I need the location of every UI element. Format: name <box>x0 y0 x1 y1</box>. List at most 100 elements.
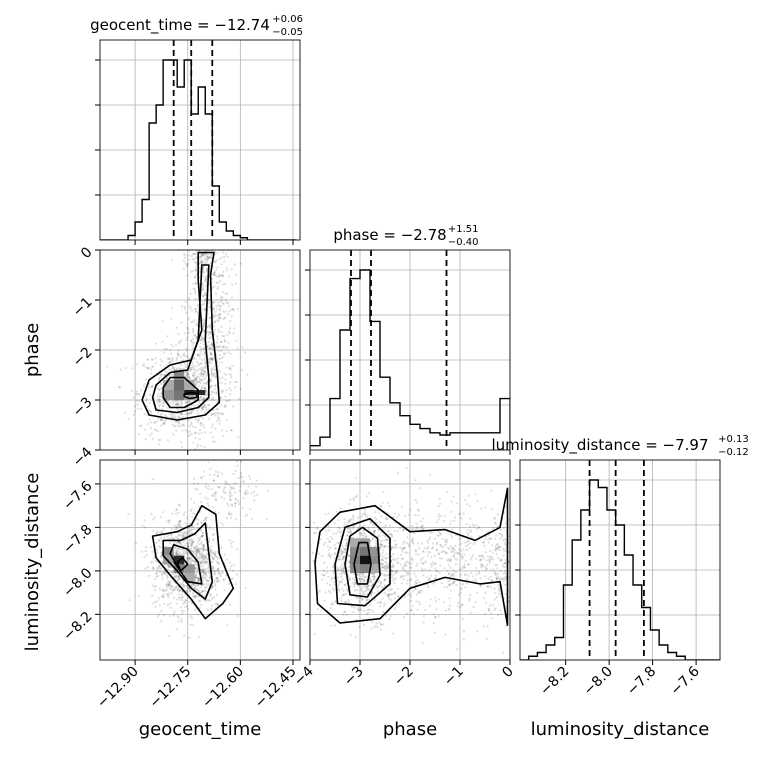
sample-point <box>241 507 244 510</box>
sample-point <box>377 528 380 532</box>
sample-point <box>342 613 345 616</box>
density-cell <box>163 546 174 556</box>
sample-point <box>223 553 226 556</box>
sample-point <box>377 601 380 604</box>
sample-point <box>190 498 193 501</box>
sample-point <box>217 416 220 419</box>
sample-point <box>375 624 378 628</box>
sample-point <box>168 368 171 371</box>
sample-point <box>456 648 459 651</box>
sample-point <box>176 408 179 411</box>
density-cell <box>370 564 380 574</box>
sample-point <box>200 535 203 539</box>
sample-point <box>200 408 203 411</box>
sample-point <box>407 593 410 596</box>
sample-point <box>177 349 180 352</box>
sample-point <box>191 258 194 261</box>
sample-point <box>207 242 209 244</box>
sample-point <box>196 567 199 570</box>
sample-point <box>214 328 217 331</box>
sample-point <box>222 251 225 254</box>
sample-point <box>396 471 400 475</box>
sample-point <box>214 243 216 245</box>
sample-point <box>498 532 501 535</box>
sample-point <box>379 505 382 508</box>
sample-point <box>157 393 160 396</box>
sample-point <box>435 549 438 552</box>
sample-point <box>209 548 212 551</box>
sample-point <box>202 295 205 298</box>
sample-point <box>362 578 365 581</box>
sample-point <box>428 577 431 580</box>
sample-point <box>415 593 418 596</box>
sample-point <box>187 560 190 563</box>
sample-point <box>204 284 207 287</box>
sample-point <box>210 604 214 607</box>
sample-point <box>200 387 203 390</box>
sample-point <box>338 568 341 571</box>
sample-point <box>454 544 457 547</box>
sample-point <box>192 242 194 244</box>
sample-point <box>417 542 420 545</box>
sample-point <box>523 595 525 597</box>
sample-point <box>220 389 223 392</box>
x-tick-label: −7.6 <box>668 663 703 698</box>
sample-point <box>229 393 232 396</box>
sample-point <box>192 337 195 340</box>
sample-point <box>211 597 214 600</box>
sample-point <box>372 575 375 578</box>
sample-point <box>390 565 393 569</box>
sample-point <box>146 554 149 557</box>
sample-point <box>339 558 342 561</box>
sample-point <box>324 591 327 594</box>
sample-point <box>364 513 367 516</box>
sample-point <box>191 374 195 377</box>
sample-point <box>391 579 394 582</box>
sample-point <box>349 527 352 530</box>
sample-point <box>183 332 186 335</box>
sample-point <box>190 255 193 258</box>
sample-point <box>130 389 133 392</box>
sample-point <box>160 609 163 613</box>
panel-luminosity-distance-vs-geocent-time: −12.90 −12.75 −12.60 −12.45−8.2−8.0−7.8−7.6 <box>60 459 301 711</box>
sample-point <box>409 566 412 569</box>
sample-point <box>235 518 238 521</box>
sample-point <box>189 339 192 342</box>
sample-point <box>176 547 180 550</box>
sample-point <box>199 561 202 564</box>
sample-point <box>457 551 460 555</box>
contour-line <box>314 487 509 627</box>
sample-point <box>240 460 243 463</box>
sample-point <box>396 562 399 565</box>
sample-point <box>459 553 462 556</box>
sample-point <box>213 391 216 394</box>
sample-point <box>197 526 200 530</box>
sample-point <box>188 530 191 533</box>
sample-point <box>185 411 189 414</box>
sample-point <box>495 577 499 581</box>
sample-point <box>369 580 372 583</box>
sample-point <box>383 565 386 568</box>
sample-point <box>306 581 308 583</box>
sample-point <box>222 290 225 294</box>
sample-point <box>186 430 189 433</box>
sample-point <box>186 545 189 548</box>
sample-point <box>177 533 180 537</box>
sample-point <box>448 579 451 582</box>
sample-point <box>368 608 371 611</box>
sample-point <box>150 385 153 388</box>
sample-point <box>515 517 517 519</box>
sample-point <box>202 545 205 548</box>
xlabel-phase: phase <box>383 719 437 740</box>
sample-point <box>199 243 201 245</box>
sample-point <box>177 620 180 623</box>
sample-point <box>391 570 394 573</box>
sample-point <box>352 514 355 517</box>
sample-point <box>205 270 208 273</box>
sample-point <box>515 620 517 622</box>
density-cell <box>184 573 195 582</box>
sample-point <box>210 254 213 257</box>
sample-point <box>161 560 164 563</box>
sample-point <box>215 569 218 572</box>
sample-point <box>214 588 217 591</box>
